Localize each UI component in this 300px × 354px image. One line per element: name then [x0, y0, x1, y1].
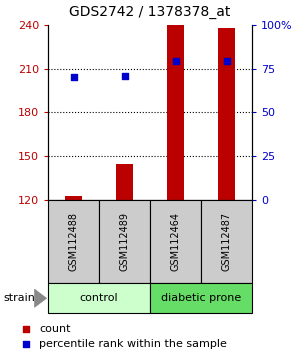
Polygon shape	[34, 289, 46, 307]
Point	[23, 326, 28, 331]
Text: strain: strain	[3, 293, 35, 303]
Text: diabetic prone: diabetic prone	[161, 293, 241, 303]
Text: control: control	[80, 293, 118, 303]
Bar	[48, 283, 150, 313]
Text: GSM112487: GSM112487	[221, 212, 232, 271]
Bar	[150, 200, 201, 283]
Bar	[99, 200, 150, 283]
Point	[173, 58, 178, 64]
Text: GSM112489: GSM112489	[119, 212, 130, 271]
Text: percentile rank within the sample: percentile rank within the sample	[39, 339, 227, 349]
Bar	[150, 283, 252, 313]
Bar	[48, 200, 99, 283]
Point	[224, 58, 229, 64]
Point	[23, 341, 28, 347]
Text: GSM112464: GSM112464	[170, 212, 181, 271]
Bar	[64, 196, 82, 200]
Bar	[201, 200, 252, 283]
Point	[122, 73, 127, 79]
Point	[71, 75, 76, 80]
Text: count: count	[39, 324, 70, 333]
Bar	[116, 164, 134, 200]
Text: GDS2742 / 1378378_at: GDS2742 / 1378378_at	[69, 5, 231, 19]
Bar	[218, 28, 236, 200]
Bar	[167, 25, 184, 200]
Text: GSM112488: GSM112488	[68, 212, 79, 271]
